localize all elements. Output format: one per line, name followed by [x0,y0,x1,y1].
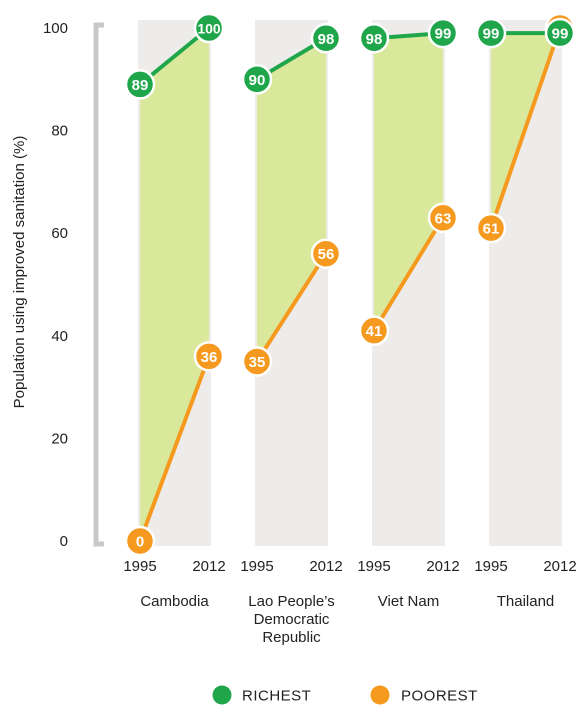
poorest-point: 61 [475,212,507,244]
richest-point: 99 [544,17,576,49]
poorest-point: 36 [193,341,225,372]
poorest-point: 56 [310,238,342,269]
y-tick-label: 80 [51,123,68,140]
x-tick-label: 2012 [192,558,225,575]
richest-point-label: 100 [197,21,221,37]
data-points: 036891003556909841639899611009999 [124,12,576,557]
richest-point-marker [544,17,576,49]
richest-point-marker [475,17,507,49]
y-axis-title: Population using improved sanitation (%) [11,136,28,409]
x-tick-label: 2012 [309,558,342,575]
y-axis-bracket [93,22,104,547]
poorest-point-label: 0 [136,534,144,551]
legend-label: RICHEST [242,688,311,705]
poorest-line [489,26,562,231]
poorest-point-label: 41 [366,323,383,340]
richest-point: 90 [241,64,273,95]
x-axis-labels: 1995 2012 Cambodia 1995 2012 Lao People’s Demo… [123,558,576,646]
poorest-point-label: 35 [249,354,266,371]
richest-point-marker [358,23,390,54]
group-label-line: Thailand [497,593,555,610]
legend-marker [212,685,232,705]
poorest-point: 0 [124,525,156,557]
x-tick-label: 1995 [357,558,390,575]
poorest-point: 35 [241,346,273,377]
x-tick-label: 2012 [543,558,576,575]
legend-marker [370,685,390,705]
poorest-point-marker [241,346,273,377]
poorest-point-label: 63 [435,210,452,227]
group-label-line: Cambodia [140,593,209,610]
y-tick-label: 100 [43,20,68,37]
richest-point-marker [193,12,225,44]
richest-point: 98 [310,23,342,54]
group-label-line: Viet Nam [378,593,439,610]
group-label: Cambodia [140,593,209,610]
group-label-line: Democratic [254,611,330,628]
poorest-point-label: 61 [483,221,500,238]
x-tick-label: 1995 [474,558,507,575]
gap-area [140,28,209,541]
x-tick-label: 1995 [123,558,156,575]
group-label: Viet Nam [378,593,439,610]
richest-point-label: 98 [366,31,383,48]
richest-point-label: 99 [552,26,569,43]
poorest-point-marker [475,212,507,244]
poorest-point-marker [124,525,156,557]
group-label: Thailand [497,593,555,610]
y-axis: 0 20 40 60 80 100 [43,20,104,550]
legend-label: POOREST [401,688,478,705]
richest-point-label: 99 [483,26,500,43]
poorest-point-marker [427,202,459,234]
legend: RICHEST POOREST [212,685,478,705]
poorest-line [138,354,211,543]
poorest-point-marker [310,238,342,269]
richest-point-marker [241,64,273,95]
poorest-point-label: 56 [318,246,335,263]
poorest-point-label: 36 [201,349,218,366]
richest-point-marker [124,69,156,100]
x-tick-label: 1995 [240,558,273,575]
y-tick-label: 40 [51,328,68,345]
richest-point-label: 98 [318,31,335,48]
poorest-point-marker [358,315,390,346]
x-tick-label: 2012 [426,558,459,575]
group-label: Lao People’s Democratic Republic [248,593,334,646]
poorest-point-marker [193,341,225,372]
richest-point: 89 [124,69,156,100]
richest-point: 99 [427,17,459,49]
poorest-line [255,251,328,364]
poorest-point: 63 [427,202,459,234]
group-label-line: Republic [262,629,321,646]
y-tick-label: 20 [51,430,68,447]
richest-point-marker [427,17,459,49]
group-label-line: Lao People’s [248,593,334,610]
richest-point: 99 [475,17,507,49]
richest-point: 98 [358,23,390,54]
richest-point-label: 90 [249,72,266,89]
y-tick-label: 60 [51,225,68,242]
richest-point: 100 [193,12,225,44]
legend-item: RICHEST [212,685,311,705]
poorest-point: 41 [358,315,390,346]
gap-area [374,33,443,331]
y-tick-label: 0 [60,533,68,550]
richest-point-label: 89 [132,77,149,94]
richest-point-marker [310,23,342,54]
richest-point-label: 99 [435,26,452,43]
poorest-line [372,215,445,333]
legend-item: POOREST [370,685,478,705]
